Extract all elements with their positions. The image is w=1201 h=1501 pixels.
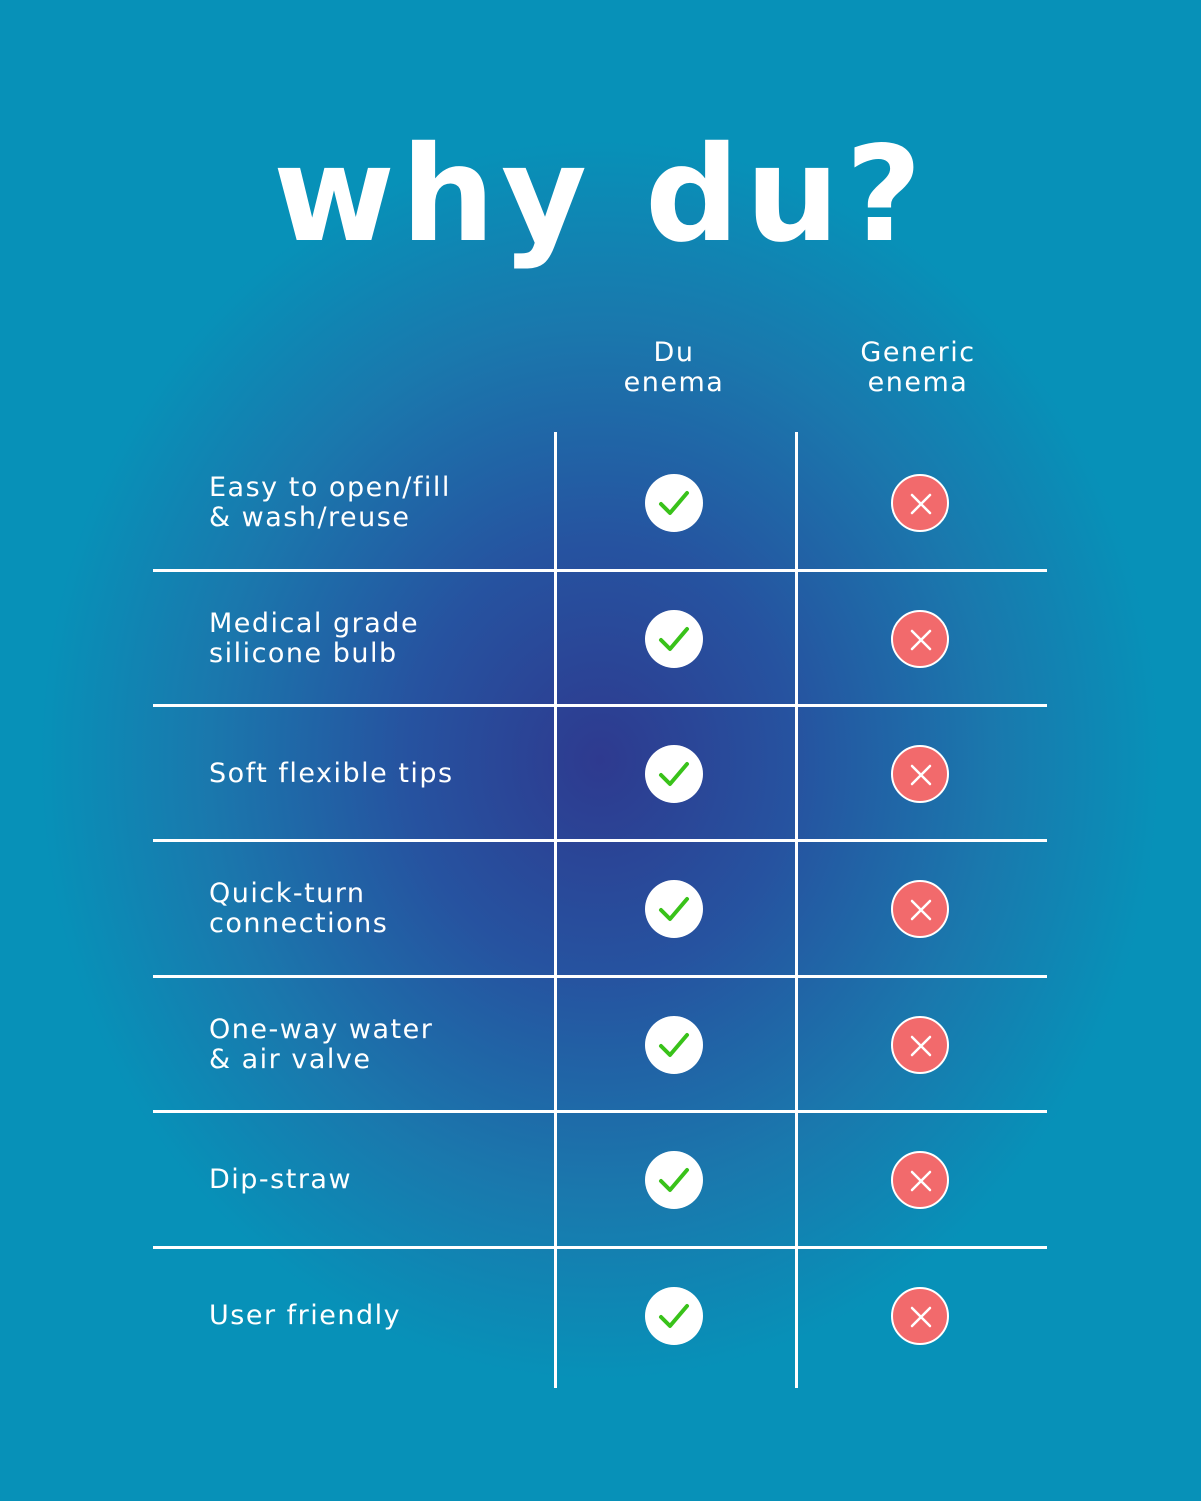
feature-label: One-way water & air valve [209,977,549,1112]
feature-label-line: connections [209,907,389,939]
column-header-generic: Generic enema [798,338,1038,398]
cross-icon [891,1015,949,1074]
feature-label-line: Easy to open/fill [209,471,451,503]
feature-label: Soft flexible tips [209,706,549,841]
row-divider [153,1110,1047,1113]
column-header-du-line1: Du [653,337,695,368]
feature-label: Medical grade silicone bulb [209,571,549,706]
table-row: Dip-straw [153,1112,1047,1247]
feature-label-line: & wash/reuse [209,501,411,533]
row-divider [153,1246,1047,1249]
table-row: Easy to open/fill & wash/reuse [153,435,1047,570]
table-row: One-way water & air valve [153,977,1047,1112]
table-row: Soft flexible tips [153,706,1047,841]
feature-label-line: User friendly [209,1299,402,1331]
page-title: why du? [273,118,928,272]
table-row: Medical grade silicone bulb [153,571,1047,706]
check-icon [645,1150,703,1209]
check-icon [645,1286,703,1345]
feature-label-line: & air valve [209,1043,372,1075]
feature-label-line: Quick-turn [209,877,366,909]
feature-label-line: Dip-straw [209,1163,353,1195]
feature-label: User friendly [209,1248,549,1383]
check-icon [645,1015,703,1074]
cross-icon [891,879,949,938]
cross-icon [891,609,949,668]
column-header-generic-line2: enema [867,367,969,398]
check-icon [645,473,703,532]
cross-icon [891,1286,949,1345]
check-icon [645,744,703,803]
feature-label: Easy to open/fill & wash/reuse [209,435,549,570]
check-icon [645,609,703,668]
column-divider [554,432,557,1388]
row-divider [153,975,1047,978]
row-divider [153,839,1047,842]
row-divider [153,569,1047,572]
table-row: User friendly [153,1248,1047,1383]
check-icon [645,879,703,938]
feature-label-line: Medical grade [209,607,420,639]
column-header-generic-line1: Generic [860,337,976,368]
row-divider [153,704,1047,707]
cross-icon [891,1150,949,1209]
column-divider [795,432,798,1388]
feature-label: Dip-straw [209,1112,549,1247]
feature-label-line: Soft flexible tips [209,757,454,789]
feature-label: Quick-turn connections [209,841,549,976]
cross-icon [891,744,949,803]
cross-icon [891,473,949,532]
column-header-du: Du enema [554,338,794,398]
feature-label-line: One-way water [209,1013,434,1045]
feature-label-line: silicone bulb [209,637,398,669]
column-header-du-line2: enema [623,367,725,398]
table-row: Quick-turn connections [153,841,1047,976]
